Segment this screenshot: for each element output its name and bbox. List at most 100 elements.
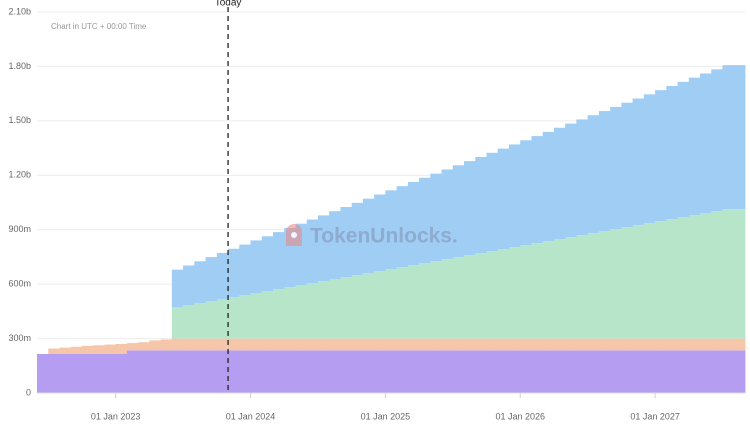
area-step xyxy=(385,338,398,351)
area-step xyxy=(205,257,218,302)
area-step xyxy=(261,291,274,339)
y-tick-label: 1.20b xyxy=(8,170,31,180)
area-step xyxy=(385,269,398,339)
area-step xyxy=(497,148,510,250)
area-step xyxy=(194,261,206,304)
area-step xyxy=(677,350,690,393)
area-step xyxy=(385,350,398,393)
area-step xyxy=(497,338,510,351)
area-step xyxy=(565,338,577,351)
area-step xyxy=(542,241,555,339)
area-step xyxy=(171,307,184,339)
area-step xyxy=(239,244,251,296)
area-step xyxy=(677,338,690,351)
area-step xyxy=(509,350,521,393)
x-tick-label: 01 Jan 2027 xyxy=(630,411,680,421)
area-step xyxy=(205,338,218,351)
area-step xyxy=(621,338,634,351)
area-step xyxy=(385,190,398,270)
areas xyxy=(37,65,746,393)
area-step xyxy=(81,345,94,354)
area-step xyxy=(520,140,532,246)
area-step xyxy=(261,338,274,351)
area-step xyxy=(610,338,622,351)
area-step xyxy=(430,350,442,393)
area-step xyxy=(621,227,634,339)
area-step xyxy=(149,350,162,393)
y-tick-label: 300m xyxy=(8,333,31,343)
area-step xyxy=(250,350,263,393)
area-step xyxy=(452,338,465,351)
area-step xyxy=(306,350,319,393)
area-step xyxy=(171,269,184,308)
area-step xyxy=(722,350,735,393)
x-tick-label: 01 Jan 2026 xyxy=(495,411,545,421)
area-step xyxy=(509,144,521,248)
area-step xyxy=(340,207,353,278)
area-step xyxy=(407,265,420,339)
area-step xyxy=(340,338,353,351)
area-step xyxy=(722,65,735,210)
area-step xyxy=(700,213,712,339)
area-step xyxy=(81,353,94,393)
area-step xyxy=(59,353,72,393)
area-step xyxy=(464,338,476,351)
area-step xyxy=(711,69,723,212)
y-tick-label: 1.80b xyxy=(8,61,31,71)
x-tick-label: 01 Jan 2025 xyxy=(361,411,411,421)
area-step xyxy=(464,255,476,339)
area-step xyxy=(598,111,611,232)
area-step xyxy=(419,177,431,264)
watermark: TokenUnlocks. xyxy=(286,224,458,248)
area-step xyxy=(228,350,240,393)
area-step xyxy=(441,169,454,260)
area-step xyxy=(183,350,195,393)
area-step xyxy=(643,350,656,393)
area-step xyxy=(160,339,173,351)
area-step xyxy=(407,350,420,393)
area-step xyxy=(250,293,263,339)
area-step xyxy=(688,350,701,393)
area-step xyxy=(520,350,532,393)
area-step xyxy=(475,338,487,351)
area-step xyxy=(688,338,701,351)
area-step xyxy=(722,338,735,351)
area-step xyxy=(374,271,386,339)
area-step xyxy=(497,350,510,393)
area-step xyxy=(666,338,678,351)
area-step xyxy=(171,338,184,351)
area-step xyxy=(362,350,375,393)
area-step xyxy=(329,338,341,351)
area-step xyxy=(475,350,487,393)
area-step xyxy=(598,350,611,393)
area-step xyxy=(115,353,128,393)
area-step xyxy=(329,279,341,339)
y-tick-label: 0 xyxy=(26,387,31,397)
area-step xyxy=(273,338,285,351)
area-step xyxy=(486,251,499,339)
area-step xyxy=(688,215,701,339)
area-step xyxy=(284,338,296,351)
area-step xyxy=(598,338,611,351)
area-step xyxy=(317,281,330,339)
area-step xyxy=(643,338,656,351)
area-step xyxy=(351,202,364,276)
area-step xyxy=(542,350,555,393)
area-step xyxy=(329,350,341,393)
area-step xyxy=(396,267,409,339)
area-step xyxy=(464,350,476,393)
area-step xyxy=(374,350,386,393)
area-step xyxy=(205,350,218,393)
area-step xyxy=(700,73,712,214)
area-step xyxy=(441,259,454,339)
y-tick-label: 2.10b xyxy=(8,6,31,16)
area-step xyxy=(216,350,229,393)
area-step xyxy=(677,217,690,339)
area-step xyxy=(610,350,622,393)
area-step xyxy=(284,227,296,288)
area-step xyxy=(250,240,263,294)
area-step xyxy=(396,338,409,351)
area-step xyxy=(239,338,251,351)
chart-note: Chart in UTC + 00:00 Time xyxy=(51,22,147,31)
